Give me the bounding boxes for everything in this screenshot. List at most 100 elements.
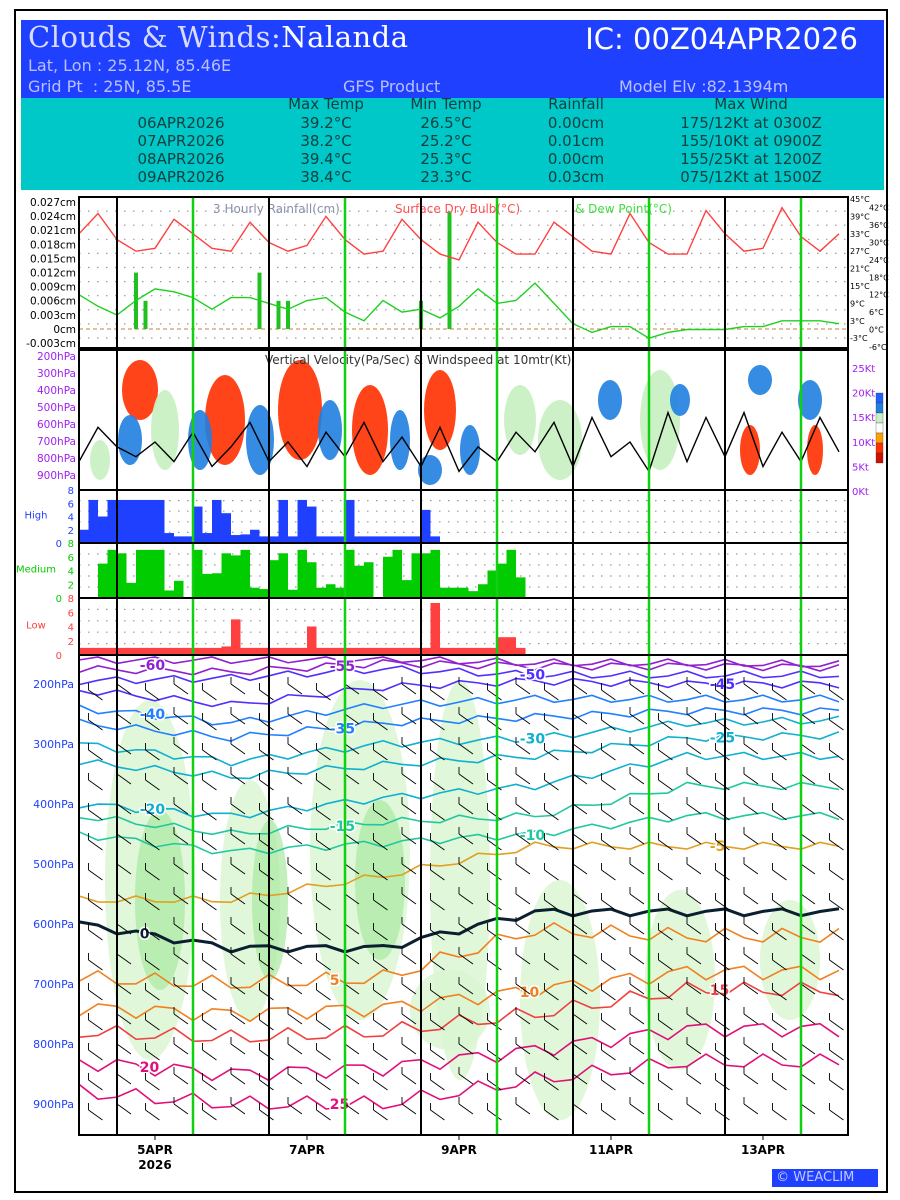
wind-barb — [173, 953, 189, 965]
wind-barb — [88, 1079, 103, 1091]
wind-barb — [173, 983, 189, 995]
wind-tick-label: 25Kt — [852, 364, 875, 375]
rain-tick-label: 0.009cm — [30, 282, 76, 294]
wind-barb — [88, 869, 103, 881]
wind-barb — [173, 1073, 189, 1085]
cloud-bar-high — [88, 499, 98, 543]
summary-min: 25.3°C — [420, 150, 472, 168]
wind-barb — [259, 959, 274, 971]
wind-barb — [829, 989, 844, 1001]
wind-barb — [430, 1049, 445, 1061]
wind-barb — [601, 809, 616, 821]
temp-tick-label: 30°C — [869, 239, 889, 248]
product-label: GFS Product — [343, 77, 441, 96]
pressure-tick-label: 500hPa — [33, 858, 74, 871]
wind-barb — [230, 893, 246, 905]
wind-barb — [601, 869, 616, 881]
wind-barb — [743, 1013, 759, 1025]
isotherm-line — [78, 715, 840, 767]
wind-barb — [287, 713, 303, 725]
wind-barb — [230, 773, 246, 785]
cloud-bar-low — [117, 647, 127, 655]
wind-barb — [116, 893, 132, 905]
wind-barb — [316, 959, 331, 971]
wind-barb — [629, 923, 645, 935]
wind-barb — [259, 779, 274, 791]
wind-barb — [458, 743, 474, 755]
wind-barb — [829, 839, 844, 851]
wind-barb — [829, 869, 844, 881]
wind-barb — [145, 989, 160, 1001]
wind-barb — [686, 713, 702, 725]
cloud-bar-high — [269, 536, 279, 543]
wind-barb — [230, 743, 246, 755]
wind-barb — [458, 683, 474, 695]
humidity-shading — [355, 800, 405, 960]
cloud-bar-medium — [354, 565, 364, 598]
wind-barb — [287, 983, 303, 995]
wind-barb — [800, 923, 816, 935]
cloud-bar-high — [145, 499, 155, 543]
wind-barb — [829, 959, 844, 971]
cloud-tick-label: 2 — [68, 526, 74, 537]
wind-barb — [287, 1073, 303, 1085]
wind-barb — [202, 1079, 217, 1091]
wind-barb — [743, 953, 759, 965]
wind-barb — [316, 809, 331, 821]
wind-barb — [658, 1049, 673, 1061]
cloud-bar-medium — [126, 582, 136, 598]
wind-barb — [202, 869, 217, 881]
wind-barb — [430, 779, 445, 791]
wind-barb — [458, 713, 474, 725]
wind-barb — [145, 1109, 160, 1121]
isotherm-label: 0 — [140, 927, 150, 943]
wind-barb — [629, 833, 645, 845]
wind-barb — [145, 839, 160, 851]
wind-barb — [544, 779, 559, 791]
wind-tick-label: 5Kt — [852, 462, 869, 473]
isotherm-line — [78, 731, 840, 780]
cloud-bar-low — [354, 647, 364, 655]
cloud-bar-low — [497, 637, 507, 655]
wind-barb — [458, 803, 474, 815]
wind-barb — [287, 953, 303, 965]
wind-barb — [88, 839, 103, 851]
isotherm-line — [78, 1022, 840, 1082]
wind-barb — [686, 893, 702, 905]
wind-barb — [458, 953, 474, 965]
wind-barb — [373, 1019, 388, 1031]
vv-colorbar-segment — [875, 412, 884, 424]
cloud-bar-medium — [259, 589, 269, 598]
wind-barb — [487, 749, 502, 761]
panel-border-pr — [78, 654, 849, 1136]
wind-barb — [515, 683, 531, 695]
wind-barb — [686, 1043, 702, 1055]
cloud-bar-high — [183, 536, 193, 543]
wind-barb — [316, 869, 331, 881]
cloud-bar-medium — [98, 563, 108, 598]
vv-contour-area — [118, 415, 142, 465]
vv-pressure-label: 200hPa — [37, 351, 76, 363]
wind-barb — [230, 923, 246, 935]
rain-tick-label: 0.027cm — [30, 197, 76, 209]
isotherm-label: -45 — [710, 677, 735, 693]
cloud-bar-medium — [497, 563, 507, 598]
vv-colorbar-segment — [875, 442, 884, 454]
wind-barb — [515, 1103, 531, 1115]
wind-barb — [202, 749, 217, 761]
wind-barb — [629, 1043, 645, 1055]
wind-barb — [544, 989, 559, 1001]
wind-tick-label: 15Kt — [852, 413, 875, 424]
pressure-tick-label: 200hPa — [33, 678, 74, 691]
wind-barb — [743, 743, 759, 755]
wind-barb — [202, 779, 217, 791]
cloud-bar-high — [354, 536, 364, 543]
cloud-bar-low — [430, 602, 440, 655]
location-name: Nalanda — [281, 20, 409, 54]
wind-barb — [259, 689, 274, 701]
wind-barb — [145, 719, 160, 731]
summary-rain: 0.01cm — [547, 132, 605, 150]
wind-barb — [743, 713, 759, 725]
wind-barb — [373, 959, 388, 971]
wind-barb — [316, 749, 331, 761]
